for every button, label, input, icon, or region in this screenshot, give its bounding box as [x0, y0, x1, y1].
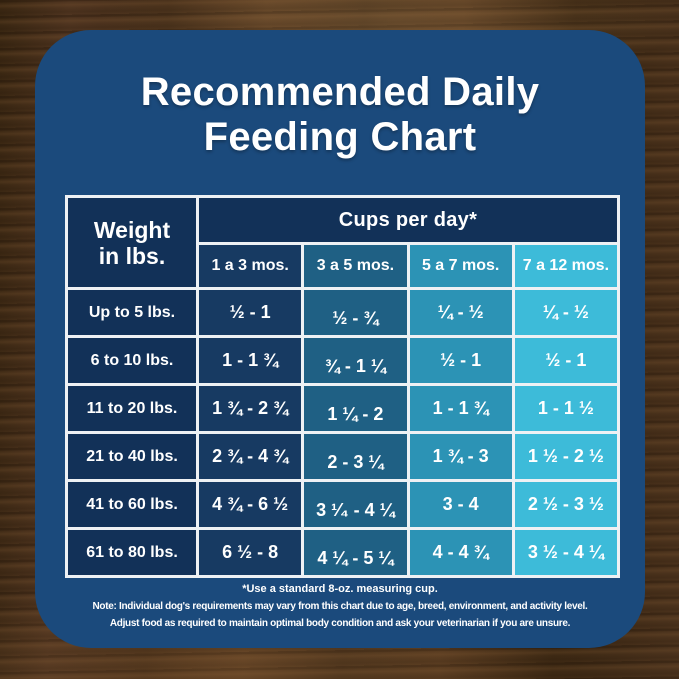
weight-column-header: Weight in lbs.	[68, 198, 196, 287]
feeding-value-cell: 3 ½ - 4 ¼	[514, 530, 617, 575]
feeding-value-cell: ½ - 1	[514, 338, 617, 383]
weight-header-line2: in lbs.	[98, 242, 166, 269]
feeding-value-cell: 3 - 4	[409, 482, 512, 527]
feeding-value-cell: 2 - 3 ¼	[304, 434, 407, 479]
page-title-line1: Recommended Daily	[140, 70, 540, 114]
measuring-cup-note: *Use a standard 8-oz. measuring cup.	[242, 583, 438, 595]
feeding-value-cell: ½ - ¾	[304, 290, 407, 335]
weight-row-label: 21 to 40 lbs.	[68, 434, 196, 479]
cups-per-day-header: Cups per day*	[199, 198, 617, 242]
feeding-table: Weight in lbs. Cups per day* 1 a 3 mos. …	[65, 195, 620, 578]
feeding-value-cell: 1 - 1 ¾	[199, 338, 302, 383]
footnotes: *Use a standard 8-oz. measuring cup. Not…	[35, 581, 645, 632]
age-column-header-1-3: 1 a 3 mos.	[199, 245, 302, 287]
age-column-header-5-7: 5 a 7 mos.	[409, 245, 512, 287]
feeding-value-cell: 4 ¾ - 6 ½	[199, 482, 302, 527]
feeding-value-cell: 1 ¾ - 2 ¾	[199, 386, 302, 431]
age-column-header-7-12: 7 a 12 mos.	[514, 245, 617, 287]
feeding-value-cell: 1 - 1 ¾	[409, 386, 512, 431]
weight-row-label: 6 to 10 lbs.	[68, 338, 196, 383]
feeding-value-cell: 4 - 4 ¾	[409, 530, 512, 575]
weight-row-label: 41 to 60 lbs.	[68, 482, 196, 527]
feeding-value-cell: ¾ - 1 ¼	[304, 338, 407, 383]
feeding-value-cell: ¼ - ½	[514, 290, 617, 335]
feeding-value-cell: 6 ½ - 8	[199, 530, 302, 575]
veterinarian-note: Adjust food as required to maintain opti…	[109, 618, 571, 629]
feeding-value-cell: 1 ¾ - 3	[409, 434, 512, 479]
requirements-note: Note: Individual dog's requirements may …	[92, 601, 588, 612]
feeding-value-cell: 1 ½ - 2 ½	[514, 434, 617, 479]
page-title-line2: Feeding Chart	[203, 115, 477, 159]
feeding-value-cell: 2 ½ - 3 ½	[514, 482, 617, 527]
feeding-value-cell: 1 ¼ - 2	[304, 386, 407, 431]
weight-row-label: Up to 5 lbs.	[68, 290, 196, 335]
weight-row-label: 11 to 20 lbs.	[68, 386, 196, 431]
feeding-value-cell: 1 - 1 ½	[514, 386, 617, 431]
feeding-value-cell: 3 ¹⁄₄ - 4 ¼	[304, 482, 407, 527]
page-title: Recommended Daily Feeding Chart	[35, 30, 645, 160]
chart-panel: Recommended Daily Feeding Chart Weight i…	[35, 30, 645, 648]
weight-header-line1: Weight	[93, 216, 171, 243]
feeding-value-cell: ½ - 1	[199, 290, 302, 335]
weight-row-label: 61 to 80 lbs.	[68, 530, 196, 575]
feeding-value-cell: 4 ¼ - 5 ¼	[304, 530, 407, 575]
feeding-value-cell: 2 ¾ - 4 ¾	[199, 434, 302, 479]
feeding-value-cell: ¼ - ½	[409, 290, 512, 335]
feeding-value-cell: ½ - 1	[409, 338, 512, 383]
age-column-header-3-5: 3 a 5 mos.	[304, 245, 407, 287]
